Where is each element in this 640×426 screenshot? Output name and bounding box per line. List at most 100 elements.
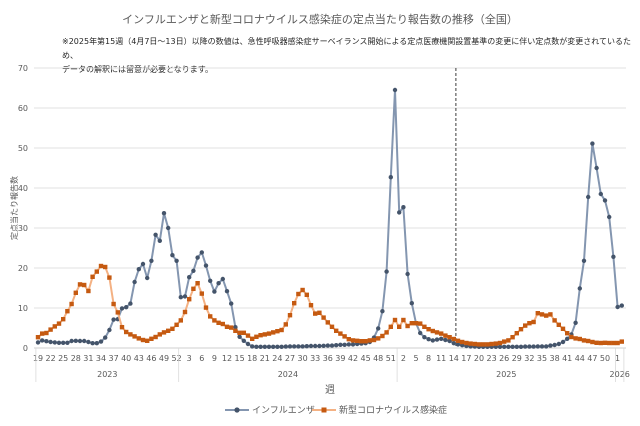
x-tick-label: 52 <box>172 354 182 363</box>
data-point <box>565 336 570 341</box>
x-year-label: 2025 <box>496 370 516 379</box>
data-point <box>313 343 318 349</box>
data-point <box>384 269 389 274</box>
data-point <box>52 340 57 345</box>
data-point <box>371 337 377 343</box>
y-axis-label: 定点当たり報告数 <box>9 176 19 240</box>
data-point <box>145 338 150 343</box>
x-tick-label: 47 <box>587 354 597 363</box>
y-tick-label: 10 <box>18 304 28 313</box>
x-tick-label: 44 <box>575 354 585 363</box>
data-point <box>111 301 116 307</box>
data-point <box>212 289 217 294</box>
data-point <box>61 340 66 345</box>
x-tick-label: 40 <box>121 354 131 363</box>
data-point <box>413 321 419 326</box>
data-point <box>166 328 171 333</box>
data-point <box>241 338 246 343</box>
x-tick-label: 2 <box>401 354 406 363</box>
data-point <box>56 321 62 326</box>
data-point <box>527 321 532 326</box>
data-point <box>65 340 70 345</box>
note-line-1: ※2025年第15週（4月7日～13日）以降の数値は、急性呼吸器感染症サーベイラ… <box>62 37 631 60</box>
x-tick-label: 17 <box>461 354 471 363</box>
x-tick-label: 51 <box>386 354 396 363</box>
data-point <box>602 340 608 345</box>
data-point <box>44 330 49 336</box>
x-tick-label: 9 <box>212 354 217 363</box>
series-group <box>35 87 624 349</box>
data-point <box>224 324 230 329</box>
data-point <box>451 336 456 342</box>
data-point <box>514 331 519 336</box>
x-tick-label: 21 <box>260 354 270 363</box>
data-point <box>73 290 78 295</box>
data-point <box>598 340 603 346</box>
data-point <box>86 288 91 294</box>
data-point <box>82 338 87 344</box>
data-point <box>212 318 217 323</box>
legend-flu-marker <box>234 407 240 413</box>
note-line-2: データの解釈には留意が必要となります。 <box>62 65 213 74</box>
data-point <box>510 344 515 349</box>
data-point <box>615 304 620 310</box>
data-point <box>405 323 410 329</box>
data-point <box>254 334 259 339</box>
data-point <box>401 317 406 323</box>
data-point <box>124 305 129 310</box>
data-point <box>128 332 133 337</box>
data-point <box>594 165 599 171</box>
data-point <box>275 344 280 349</box>
legend: インフルエンザ 新型コロナウイルス感染症 <box>225 404 447 416</box>
x-tick-label: 32 <box>524 354 534 363</box>
x-tick-label: 37 <box>109 354 119 363</box>
data-point <box>258 333 263 338</box>
data-point <box>439 336 444 341</box>
data-point <box>187 275 192 280</box>
data-point <box>535 311 540 316</box>
y-axis-ticks: 0 10 20 30 40 50 60 70 <box>18 64 28 353</box>
data-point <box>245 333 251 338</box>
data-point <box>187 297 192 302</box>
data-point <box>334 343 339 348</box>
data-point <box>573 336 578 341</box>
gridlines <box>34 67 626 349</box>
data-point <box>430 338 435 343</box>
data-point <box>409 301 414 306</box>
data-point <box>548 343 553 348</box>
data-point <box>518 344 524 349</box>
data-point <box>216 320 221 325</box>
data-point <box>598 191 603 197</box>
data-point <box>216 281 221 286</box>
data-point <box>308 303 314 308</box>
data-point <box>531 344 536 349</box>
data-point <box>502 344 507 349</box>
data-point <box>35 340 41 345</box>
x-year-label: 2026 <box>610 370 630 379</box>
data-point <box>527 344 532 349</box>
x-tick-label: 35 <box>537 354 547 363</box>
data-point <box>166 225 171 231</box>
x-tick-label: 33 <box>310 354 320 363</box>
data-point <box>250 336 255 341</box>
data-point <box>258 344 263 349</box>
data-point <box>531 319 536 325</box>
data-point <box>418 330 423 336</box>
data-point <box>451 341 456 346</box>
legend-flu-label: インフルエンザ <box>252 405 315 416</box>
data-point <box>434 337 440 342</box>
x-tick-label: 39 <box>335 354 345 363</box>
data-point <box>233 328 238 333</box>
data-point <box>426 337 431 342</box>
data-point <box>460 339 465 345</box>
data-point <box>376 336 381 341</box>
data-point <box>586 194 591 200</box>
x-tick-label: 3 <box>187 354 192 363</box>
data-point <box>98 263 104 269</box>
y-tick-label: 60 <box>18 104 28 113</box>
data-point <box>548 312 553 317</box>
data-point <box>334 328 339 333</box>
data-point <box>292 301 297 306</box>
y-tick-label: 40 <box>18 184 28 193</box>
